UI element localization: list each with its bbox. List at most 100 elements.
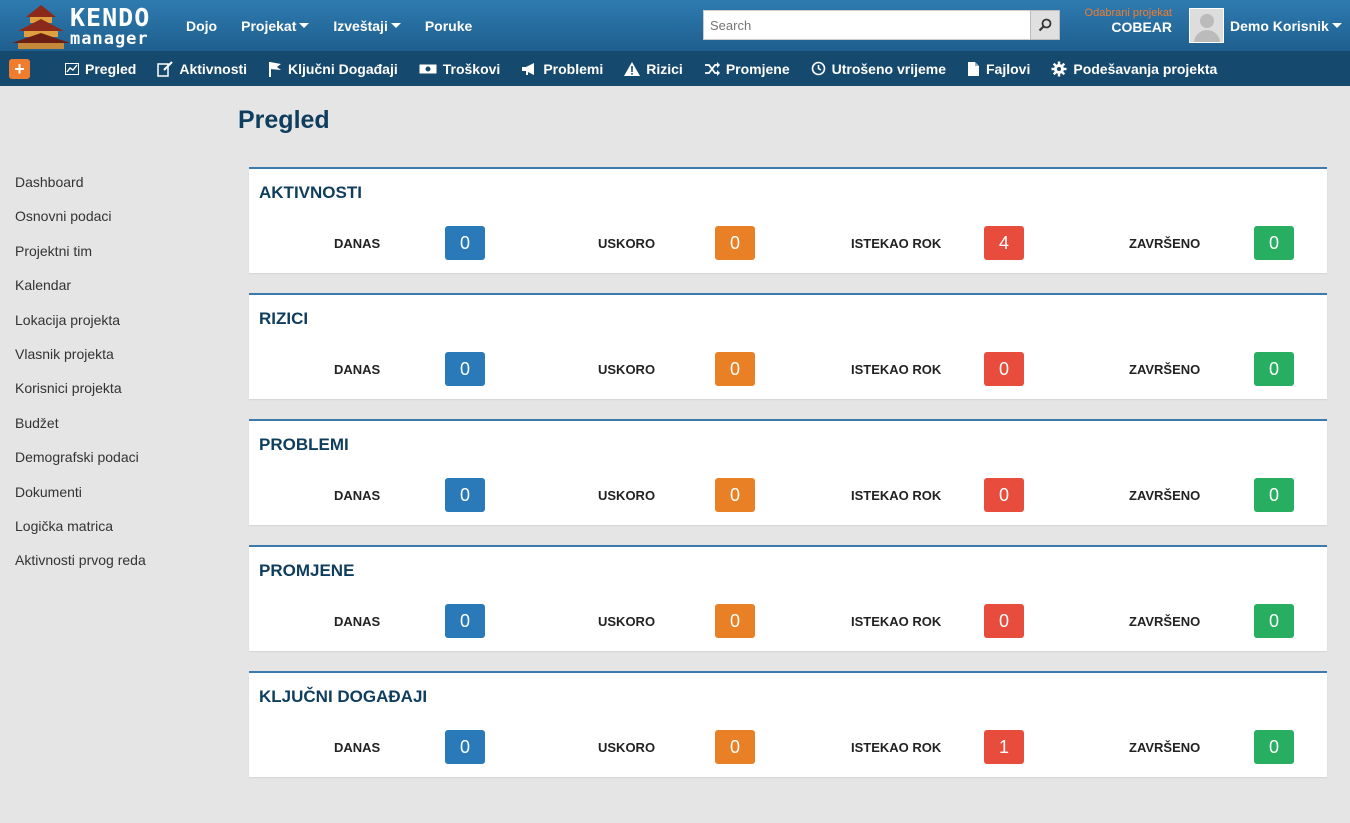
tab-fajlovi[interactable]: Fajlovi [967,61,1030,77]
stat-badge-overdue[interactable]: 0 [984,604,1024,638]
project-subnav: + Pregled Aktivnosti Ključni Događaji Tr… [0,51,1350,86]
stat-badge-soon[interactable]: 0 [715,352,755,386]
stat-badge-done[interactable]: 0 [1254,730,1294,764]
tab-aktivnosti[interactable]: Aktivnosti [157,61,247,77]
sidebar-item-vlasnik-projekta[interactable]: Vlasnik projekta [15,345,114,362]
clock-icon [811,61,825,76]
sidebar-item-osnovni-podaci[interactable]: Osnovni podaci [15,208,112,225]
search-form [703,10,1060,40]
search-icon [1038,18,1052,32]
tab-pregled[interactable]: Pregled [65,61,136,77]
flag-icon [269,61,282,77]
project-selector[interactable]: Odabrani projekat COBEAR [1085,7,1172,35]
stat-badge-today[interactable]: 0 [445,604,485,638]
stat-label-soon: USKORO [598,236,656,251]
sidebar-item-dokumenti[interactable]: Dokumenti [15,483,82,500]
stat-badge-overdue[interactable]: 4 [984,226,1024,260]
sidebar-item-lokacija-projekta[interactable]: Lokacija projekta [15,311,121,328]
stat-label-today: DANAS [334,740,381,755]
nav-dojo[interactable]: Dojo [186,18,217,34]
user-name: Demo Korisnik [1230,17,1329,34]
panel-problemi: PROBLEMI DANAS 0 USKORO 0 ISTEKAO ROK 0 … [249,419,1327,525]
tab-rizici-label: Rizici [646,60,683,77]
sidebar-item-korisnici-projekta[interactable]: Korisnici projekta [15,380,122,397]
panel-title: PROMJENE [259,561,355,580]
stat-label-today: DANAS [334,236,381,251]
tab-troskovi-label: Troškovi [442,60,501,77]
panel-promjene: PROMJENE DANAS 0 USKORO 0 ISTEKAO ROK 0 … [249,545,1327,651]
stat-label-overdue: ISTEKAO ROK [851,236,942,251]
sidebar-item-kalendar[interactable]: Kalendar [15,277,72,294]
stat-label-today: DANAS [334,488,381,503]
stat-badge-soon[interactable]: 0 [715,730,755,764]
panel-title: AKTIVNOSTI [259,183,362,202]
stat-badge-soon[interactable]: 0 [715,226,755,260]
shuffle-icon [704,61,720,76]
tab-kljucni-dogadjaji[interactable]: Ključni Događaji [268,61,398,77]
nav-poruke[interactable]: Poruke [425,18,472,34]
stat-badge-soon[interactable]: 0 [715,604,755,638]
stat-badge-today[interactable]: 0 [445,478,485,512]
pagoda-icon [12,5,70,49]
stat-badge-overdue[interactable]: 0 [984,352,1024,386]
nav-izvestaji-label: Izveštaji [333,17,388,34]
tab-troskovi[interactable]: Troškovi [419,60,501,77]
sidebar-item-logicka-matrica[interactable]: Logička matrica [15,517,114,534]
gear-icon [1051,61,1067,76]
stat-label-soon: USKORO [598,488,656,503]
user-menu[interactable]: Demo Korisnik [1189,8,1342,43]
stat-badge-today[interactable]: 0 [445,226,485,260]
edit-icon [157,60,174,77]
stat-badge-overdue[interactable]: 1 [984,730,1024,764]
sidebar-item-budzet[interactable]: Budžet [15,414,59,431]
stat-label-done: ZAVRŠENO [1129,614,1201,629]
tab-podesavanja-projekta[interactable]: Podešavanja projekta [1051,61,1217,77]
panel-title: KLJUČNI DOGAĐAJI [259,687,428,706]
stat-badge-done[interactable]: 0 [1254,478,1294,512]
panel-title: RIZICI [259,309,309,328]
sidebar-menu: Dashboard Osnovni podaci Projektni tim K… [15,173,146,586]
tab-kljucni-dogadjaji-label: Ključni Događaji [288,60,398,77]
tab-promjene[interactable]: Promjene [704,61,790,77]
add-button[interactable]: + [9,59,30,79]
tab-rizici[interactable]: Rizici [624,61,683,77]
chevron-down-icon [390,23,401,28]
panel-title: PROBLEMI [259,435,349,454]
stat-badge-done[interactable]: 0 [1254,226,1294,260]
stat-label-soon: USKORO [598,614,656,629]
sidebar-item-dashboard[interactable]: Dashboard [15,174,84,190]
megaphone-icon [522,62,535,75]
sidebar-item-projektni-tim[interactable]: Projektni tim [15,242,93,259]
project-tabs: Pregled Aktivnosti Ključni Događaji Troš… [65,51,1238,86]
chevron-down-icon [299,23,310,28]
stat-label-soon: USKORO [598,362,656,377]
warning-icon [624,61,641,76]
stat-badge-done[interactable]: 0 [1254,604,1294,638]
tab-promjene-label: Promjene [725,60,790,77]
kendo-manager-logo[interactable]: KENDO manager [12,3,162,49]
logo-text-kendo: KENDO [70,3,151,32]
stat-label-done: ZAVRŠENO [1129,740,1201,755]
panel-aktivnosti: AKTIVNOSTI DANAS 0 USKORO 0 ISTEKAO ROK … [249,167,1327,273]
tab-utroseno-vrijeme[interactable]: Utrošeno vrijeme [811,61,946,77]
stat-label-overdue: ISTEKAO ROK [851,740,942,755]
panel-kljucni-dogadjaji: KLJUČNI DOGAĐAJI DANAS 0 USKORO 0 ISTEKA… [249,671,1327,777]
search-input[interactable] [703,10,1030,40]
search-button[interactable] [1030,10,1060,40]
stat-badge-done[interactable]: 0 [1254,352,1294,386]
nav-projekat-dropdown[interactable]: Projekat [241,18,310,34]
sidebar-item-aktivnosti-prvog-reda[interactable]: Aktivnosti prvog reda [15,552,146,569]
project-name: COBEAR [1111,19,1172,35]
stat-badge-today[interactable]: 0 [445,352,485,386]
stat-label-overdue: ISTEKAO ROK [851,488,942,503]
stat-label-overdue: ISTEKAO ROK [851,362,942,377]
stat-label-done: ZAVRŠENO [1129,362,1201,377]
stat-badge-soon[interactable]: 0 [715,478,755,512]
logo-text-manager: manager [70,29,149,49]
nav-izvestaji-dropdown[interactable]: Izveštaji [333,17,401,34]
stat-badge-today[interactable]: 0 [445,730,485,764]
stat-badge-overdue[interactable]: 0 [984,478,1024,512]
tab-problemi[interactable]: Problemi [521,61,603,77]
sidebar-item-demografski-podaci[interactable]: Demografski podaci [15,449,139,466]
stat-label-soon: USKORO [598,740,656,755]
